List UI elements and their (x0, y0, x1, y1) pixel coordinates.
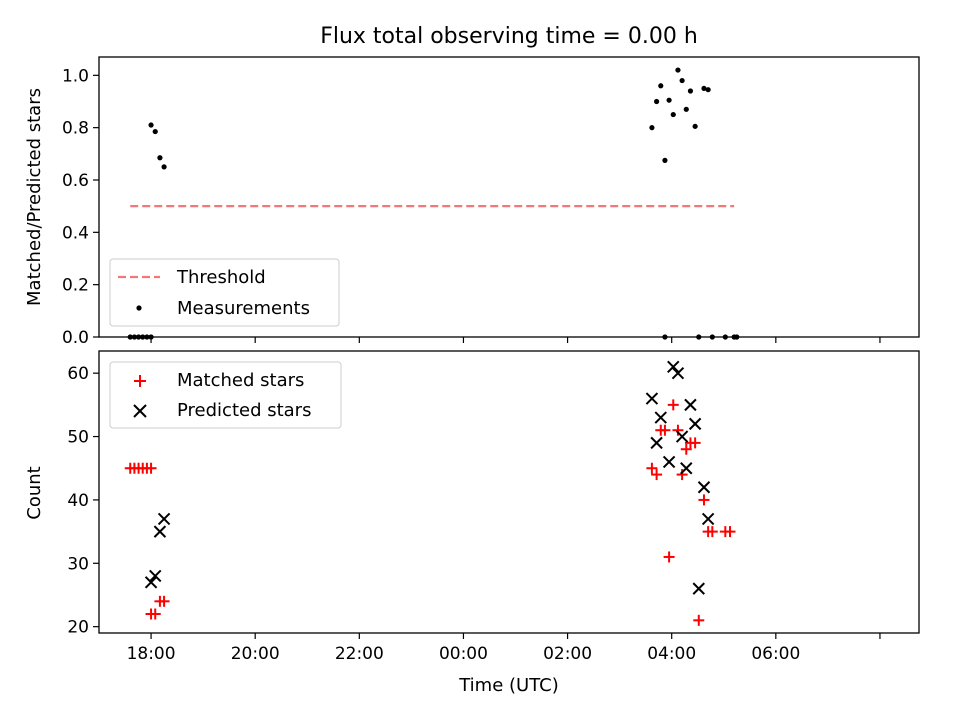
predicted-stars-point (650, 436, 663, 450)
counts-ytick-label: 30 (67, 554, 89, 574)
matched-stars-point (663, 551, 675, 563)
predicted-stars-point (667, 360, 680, 374)
predicted-stars-point (684, 398, 697, 412)
legend-predicted-swatch (133, 404, 147, 418)
predicted-stars-point (662, 455, 676, 469)
figure-title: Flux total observing time = 0.00 h (320, 24, 698, 49)
ratio-ytick-label: 0.2 (62, 276, 89, 296)
measurement-point (666, 97, 672, 103)
ratio-ytick-label: 1.0 (62, 66, 89, 86)
matched-stars-point (145, 462, 157, 474)
measurement-point (157, 155, 163, 161)
matched-stars-point (693, 614, 705, 626)
counts-ticks: 18:00 20:00 22:00 00:00 02:00 04:00 06:00 20 30 4… (67, 364, 881, 664)
ratio-ytick-label: 0.8 (62, 119, 89, 139)
matched-stars-point (698, 494, 710, 506)
predicted-stars-point (688, 417, 702, 431)
predicted-stars-point (645, 392, 659, 405)
measurement-point (152, 128, 158, 135)
matched-stars-point (158, 595, 170, 607)
matched-stars-point (651, 469, 663, 481)
matched-stars-point (676, 469, 688, 481)
ratio-ytick-label: 0.0 (62, 328, 89, 348)
measurement-point (687, 88, 694, 94)
measurement-point (662, 157, 668, 163)
measurement-point (701, 85, 707, 92)
measurement-point (705, 87, 711, 93)
counts-legend: Matched stars Predicted stars (109, 361, 342, 429)
measurement-point (148, 122, 154, 128)
measurement-point (670, 111, 676, 118)
counts-ylabel: Count (24, 466, 45, 519)
legend-matched-swatch (134, 375, 146, 387)
predicted-stars-point (692, 582, 705, 595)
ratio-axes-frame (98, 56, 920, 338)
predicted-stars-point (654, 411, 667, 424)
measurement-point (675, 67, 681, 73)
predicted-stars-point (680, 462, 693, 475)
counts-xtick-label: 04:00 (647, 644, 696, 664)
counts-ytick-label: 60 (67, 364, 89, 384)
matched-stars-point (706, 526, 718, 538)
legend-matched-label: Matched stars (177, 370, 304, 391)
ratio-legend: Threshold Measurements (109, 258, 340, 327)
ratio-panel: 0.0 0.2 0.4 0.6 0.8 1.0 Matched/Predicted sta… (24, 56, 920, 348)
counts-axes-frame (98, 350, 920, 634)
counts-xtick-label: 18:00 (127, 644, 176, 664)
matched-stars-point (689, 437, 701, 449)
predicted-stars-point (701, 512, 715, 526)
measurement-point (679, 77, 685, 84)
predicted-stars-point (144, 576, 158, 589)
legend-threshold-label: Threshold (176, 267, 266, 288)
matched-stars-point (667, 399, 679, 411)
measurement-point (161, 164, 167, 170)
measurement-point (692, 123, 698, 129)
ratio-ticks: 0.0 0.2 0.4 0.6 0.8 1.0 (62, 66, 881, 348)
counts-ytick-label: 20 (67, 618, 89, 638)
predicted-stars-point (157, 512, 171, 526)
counts-ytick-label: 50 (67, 428, 89, 448)
predicted-stars-point (675, 430, 689, 443)
matched-stars-point (724, 526, 736, 538)
matched-stars-point (646, 462, 658, 474)
measurement-point (649, 125, 655, 131)
counts-xtick-label: 00:00 (439, 644, 488, 664)
counts-xtick-label: 20:00 (231, 644, 280, 664)
counts-ytick-label: 40 (67, 491, 89, 511)
matched-stars-point (149, 608, 161, 620)
predicted-stars-point (153, 525, 167, 538)
legend-predicted-label: Predicted stars (177, 400, 311, 421)
counts-xtick-label: 02:00 (543, 644, 592, 664)
measurement-point (683, 106, 689, 112)
counts-panel: 18:00 20:00 22:00 00:00 02:00 04:00 06:00 20 30 4… (24, 350, 920, 696)
counts-legend-box (109, 361, 342, 429)
matched-stars-point (659, 424, 671, 436)
predicted-stars-point (149, 569, 162, 583)
matched-stars-point (680, 443, 692, 455)
legend-measurements-swatch (136, 305, 142, 311)
matched-stars-point (672, 424, 684, 436)
counts-xtick-label: 22:00 (335, 644, 384, 664)
ratio-legend-box (109, 258, 340, 327)
measurement-point (658, 83, 664, 89)
predicted-stars-point (697, 481, 711, 494)
legend-measurements-label: Measurements (177, 298, 310, 319)
ratio-ytick-label: 0.4 (62, 223, 89, 243)
counts-xlabel: Time (UTC) (458, 675, 559, 696)
predicted-stars-point (671, 366, 685, 380)
counts-plot-layer (124, 360, 736, 626)
counts-xtick-label: 06:00 (751, 644, 800, 664)
ratio-ylabel: Matched/Predicted stars (24, 88, 45, 306)
ratio-ytick-label: 0.6 (62, 171, 89, 191)
measurement-point (654, 98, 660, 105)
